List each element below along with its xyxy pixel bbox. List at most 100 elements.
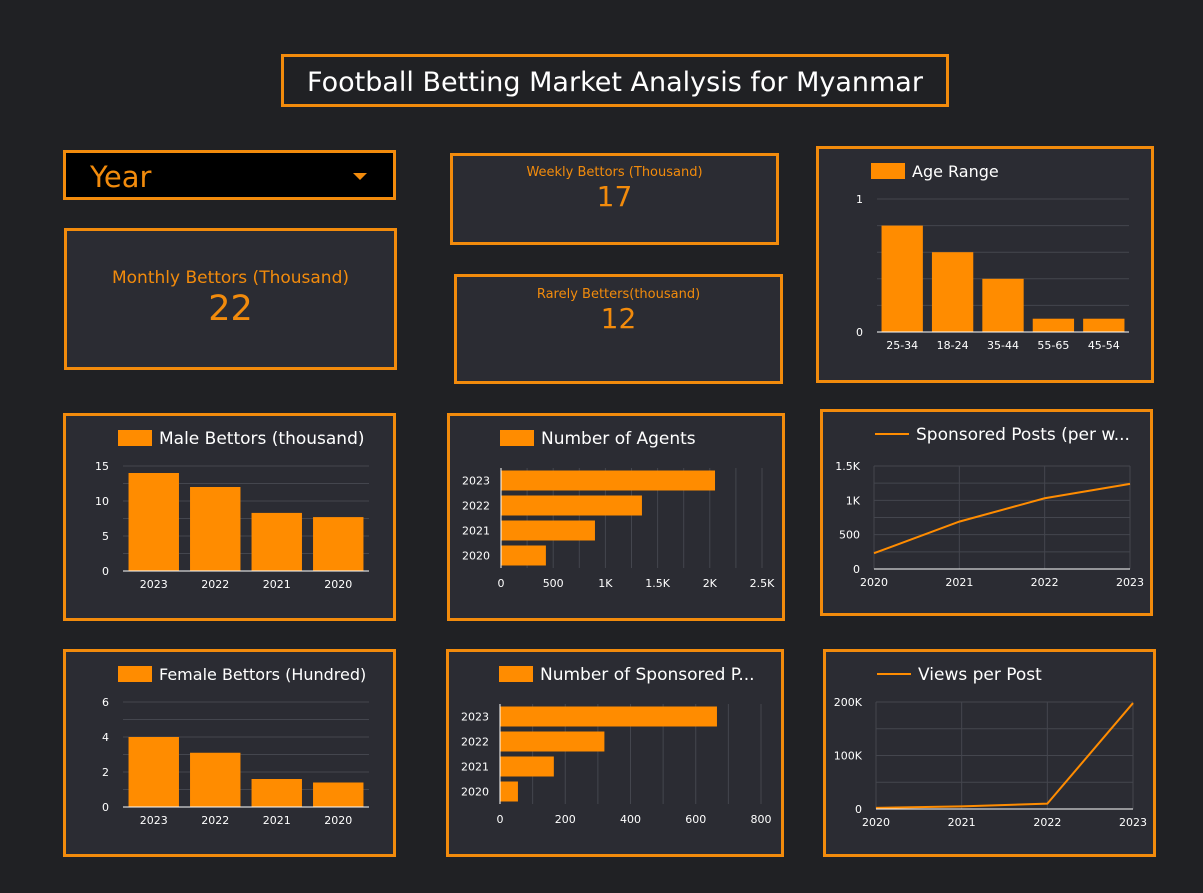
x-tick-label: 2022 bbox=[1031, 576, 1059, 589]
sponsored-posts-chart: Sponsored Posts (per w... 0 500 1K 1.5K 2020 2… bbox=[820, 409, 1153, 616]
x-tick-label: 55-65 bbox=[1037, 339, 1069, 352]
number-of-agents-chart: Number of Agents 0 500 1K 1.5K 2K 2.5K 2023 2022… bbox=[447, 413, 785, 621]
y-tick-label: 0 bbox=[102, 565, 109, 578]
y-tick-label: 2023 bbox=[461, 711, 489, 724]
y-tick-label: 2020 bbox=[462, 550, 490, 563]
y-tick-label: 0 bbox=[102, 801, 109, 814]
weekly-bettors-scorecard: Weekly Bettors (Thousand) 17 bbox=[450, 153, 779, 245]
bar bbox=[931, 252, 974, 332]
scorecard-value: 12 bbox=[600, 302, 637, 335]
chart-svg: Female Bettors (Hundred) 0 2 4 6 2023 2022 2021… bbox=[102, 665, 369, 827]
scorecard-label: Monthly Bettors (Thousand) bbox=[111, 268, 349, 288]
x-tick-label: 600 bbox=[685, 813, 706, 826]
x-tick-label: 800 bbox=[751, 813, 772, 826]
year-filter-label: Year bbox=[90, 160, 152, 194]
legend-swatch bbox=[118, 430, 152, 446]
dropdown-caret-icon bbox=[353, 173, 367, 180]
legend-swatch bbox=[871, 163, 905, 179]
x-tick-label: 0 bbox=[497, 813, 504, 826]
x-tick-label: 2021 bbox=[263, 578, 291, 591]
x-tick-label: 2023 bbox=[140, 578, 168, 591]
y-tick-label: 1K bbox=[846, 494, 861, 507]
x-tick-label: 2023 bbox=[1116, 576, 1144, 589]
x-tick-label: 18-24 bbox=[937, 339, 969, 352]
x-tick-label: 400 bbox=[620, 813, 641, 826]
y-tick-label: 4 bbox=[102, 731, 109, 744]
y-tick-label: 2020 bbox=[461, 786, 489, 799]
bar bbox=[500, 731, 605, 752]
y-tick-label: 0 bbox=[855, 803, 862, 816]
x-tick-label: 2020 bbox=[324, 578, 352, 591]
legend-label: Female Bettors (Hundred) bbox=[159, 665, 366, 684]
y-tick-label: 2 bbox=[102, 766, 109, 779]
y-tick-label: 5 bbox=[102, 530, 109, 543]
legend-swatch bbox=[499, 666, 533, 682]
legend-label: Number of Sponsored P... bbox=[540, 665, 755, 685]
x-tick-label: 2020 bbox=[324, 814, 352, 827]
series-line bbox=[873, 482, 1131, 555]
x-tick-label: 0 bbox=[498, 577, 505, 590]
x-tick-label: 2021 bbox=[263, 814, 291, 827]
dashboard-title-box: Football Betting Market Analysis for Mya… bbox=[281, 54, 949, 107]
legend-label: Sponsored Posts (per w... bbox=[916, 425, 1130, 445]
monthly-bettors-scorecard: Monthly Bettors (Thousand) 22 bbox=[64, 228, 397, 370]
legend-swatch bbox=[118, 666, 152, 682]
x-tick-label: 2020 bbox=[862, 816, 890, 829]
bar bbox=[501, 470, 716, 491]
bar bbox=[501, 495, 642, 516]
y-tick-label: 0 bbox=[856, 326, 863, 339]
y-tick-label: 0 bbox=[853, 563, 860, 576]
views-per-post-chart: Views per Post 0 100K 200K 2020 2021 2022 2023 bbox=[823, 649, 1156, 857]
y-tick-label: 500 bbox=[839, 529, 860, 542]
x-tick-label: 500 bbox=[543, 577, 564, 590]
bar bbox=[313, 782, 364, 807]
x-tick-label: 2.5K bbox=[750, 577, 775, 590]
x-tick-label: 25-34 bbox=[886, 339, 918, 352]
bar bbox=[500, 756, 554, 777]
bar bbox=[251, 512, 302, 571]
number-of-sponsored-posts-chart: Number of Sponsored P... 0 200 400 600 800 202… bbox=[446, 649, 784, 857]
x-tick-label: 2022 bbox=[201, 814, 229, 827]
bar bbox=[982, 278, 1024, 332]
bar bbox=[500, 781, 518, 802]
chart-svg: Age Range 0 1 25-34 18-24 35-44 55-65 45-54 bbox=[856, 162, 1129, 352]
legend-label: Age Range bbox=[912, 162, 999, 181]
x-tick-label: 2023 bbox=[1119, 816, 1147, 829]
chart-svg: Views per Post 0 100K 200K 2020 2021 2022 2023 bbox=[834, 665, 1147, 829]
x-tick-label: 2K bbox=[703, 577, 718, 590]
legend-label: Views per Post bbox=[918, 665, 1042, 685]
age-range-chart: Age Range 0 1 25-34 18-24 35-44 55-65 45-54 bbox=[816, 146, 1154, 383]
y-tick-label: 2021 bbox=[462, 525, 490, 538]
chart-svg: Number of Sponsored P... 0 200 400 600 800 202… bbox=[461, 665, 772, 826]
legend-label: Male Bettors (thousand) bbox=[159, 429, 365, 449]
y-tick-label: 2023 bbox=[462, 475, 490, 488]
bar bbox=[313, 517, 364, 571]
bar bbox=[251, 779, 302, 807]
x-tick-label: 2023 bbox=[140, 814, 168, 827]
x-tick-label: 35-44 bbox=[987, 339, 1019, 352]
bar bbox=[128, 473, 179, 571]
y-tick-label: 2022 bbox=[461, 736, 489, 749]
y-tick-label: 1.5K bbox=[835, 460, 860, 473]
female-bettors-chart: Female Bettors (Hundred) 0 2 4 6 2023 2022 2021… bbox=[63, 649, 396, 857]
legend-swatch bbox=[500, 430, 534, 446]
x-tick-label: 200 bbox=[555, 813, 576, 826]
rarely-betters-scorecard: Rarely Betters(thousand) 12 bbox=[454, 274, 783, 384]
scorecard-label: Weekly Bettors (Thousand) bbox=[526, 165, 703, 180]
chart-svg: Number of Agents 0 500 1K 1.5K 2K 2.5K 2023 2022… bbox=[462, 429, 775, 590]
scorecard-value: 17 bbox=[596, 180, 633, 213]
series-line bbox=[875, 702, 1134, 809]
y-tick-label: 200K bbox=[834, 696, 863, 709]
scorecard-value: 22 bbox=[208, 289, 253, 329]
y-tick-label: 2021 bbox=[461, 761, 489, 774]
bar bbox=[1032, 318, 1075, 332]
x-tick-label: 2020 bbox=[860, 576, 888, 589]
x-tick-label: 2021 bbox=[945, 576, 973, 589]
x-tick-label: 45-54 bbox=[1088, 339, 1120, 352]
male-bettors-chart: Male Bettors (thousand) 0 5 10 15 2023 2022 202… bbox=[63, 413, 396, 621]
x-tick-label: 2022 bbox=[201, 578, 229, 591]
legend-label: Number of Agents bbox=[541, 429, 696, 449]
chart-svg: Sponsored Posts (per w... 0 500 1K 1.5K 2020 2… bbox=[835, 425, 1144, 589]
bar bbox=[190, 752, 241, 807]
year-filter-dropdown[interactable]: Year bbox=[63, 150, 396, 200]
